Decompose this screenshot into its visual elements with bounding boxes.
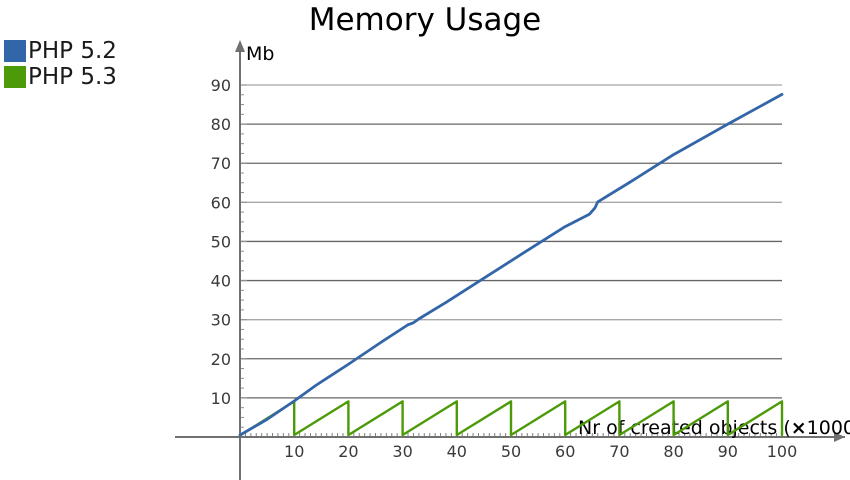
y-tick-label-70: 70 — [211, 154, 231, 173]
legend-swatch-php-53 — [4, 65, 26, 88]
legend-item-php-53[interactable]: PHP 5.3 — [4, 64, 117, 89]
x-tick-label-60: 60 — [555, 442, 575, 461]
chart-title: Memory Usage — [308, 2, 542, 38]
x-tick-label-80: 80 — [663, 442, 683, 461]
y-minor-ticks — [241, 84, 247, 438]
x-axis-tick-labels: 10 20 30 40 50 60 70 80 90 100 — [284, 442, 797, 461]
series-line-php-52 — [238, 92, 784, 437]
x-axis-arrow-icon — [834, 432, 845, 442]
y-tick-label-80: 80 — [211, 115, 231, 134]
legend-label-php-53: PHP 5.3 — [28, 63, 117, 90]
legend-item-php-52[interactable]: PHP 5.2 — [4, 38, 117, 63]
series-line-php-53 — [238, 400, 784, 437]
x-tick-label-30: 30 — [392, 442, 412, 461]
x-minor-ticks — [239, 430, 783, 436]
x-tick-label-40: 40 — [447, 442, 467, 461]
y-axis-title: Mb — [246, 43, 274, 65]
y-tick-label-50: 50 — [211, 232, 231, 251]
y-tick-label-90: 90 — [211, 76, 231, 95]
y-tick-label-10: 10 — [211, 389, 231, 408]
legend-label-php-52: PHP 5.2 — [28, 37, 117, 64]
x-tick-label-70: 70 — [609, 442, 629, 461]
x-tick-label-100: 100 — [767, 442, 798, 461]
y-tick-label-20: 20 — [211, 350, 231, 369]
y-tick-label-40: 40 — [211, 272, 231, 291]
x-axis-title-multiplier: × — [791, 417, 807, 439]
x-tick-label-20: 20 — [338, 442, 358, 461]
y-tick-label-60: 60 — [211, 193, 231, 212]
y-axis-arrow-icon — [235, 40, 245, 52]
x-tick-label-90: 90 — [718, 442, 738, 461]
x-tick-label-10: 10 — [284, 442, 304, 461]
x-tick-label-50: 50 — [501, 442, 521, 461]
y-axis-tick-labels: 10 20 30 40 50 60 70 80 90 — [211, 76, 231, 408]
y-tick-label-30: 30 — [211, 311, 231, 330]
x-axis-title-suffix: 1000) — [807, 417, 850, 439]
chart-legend: PHP 5.2 PHP 5.3 — [4, 38, 117, 89]
legend-swatch-php-52 — [4, 39, 26, 62]
gridlines — [240, 84, 782, 399]
